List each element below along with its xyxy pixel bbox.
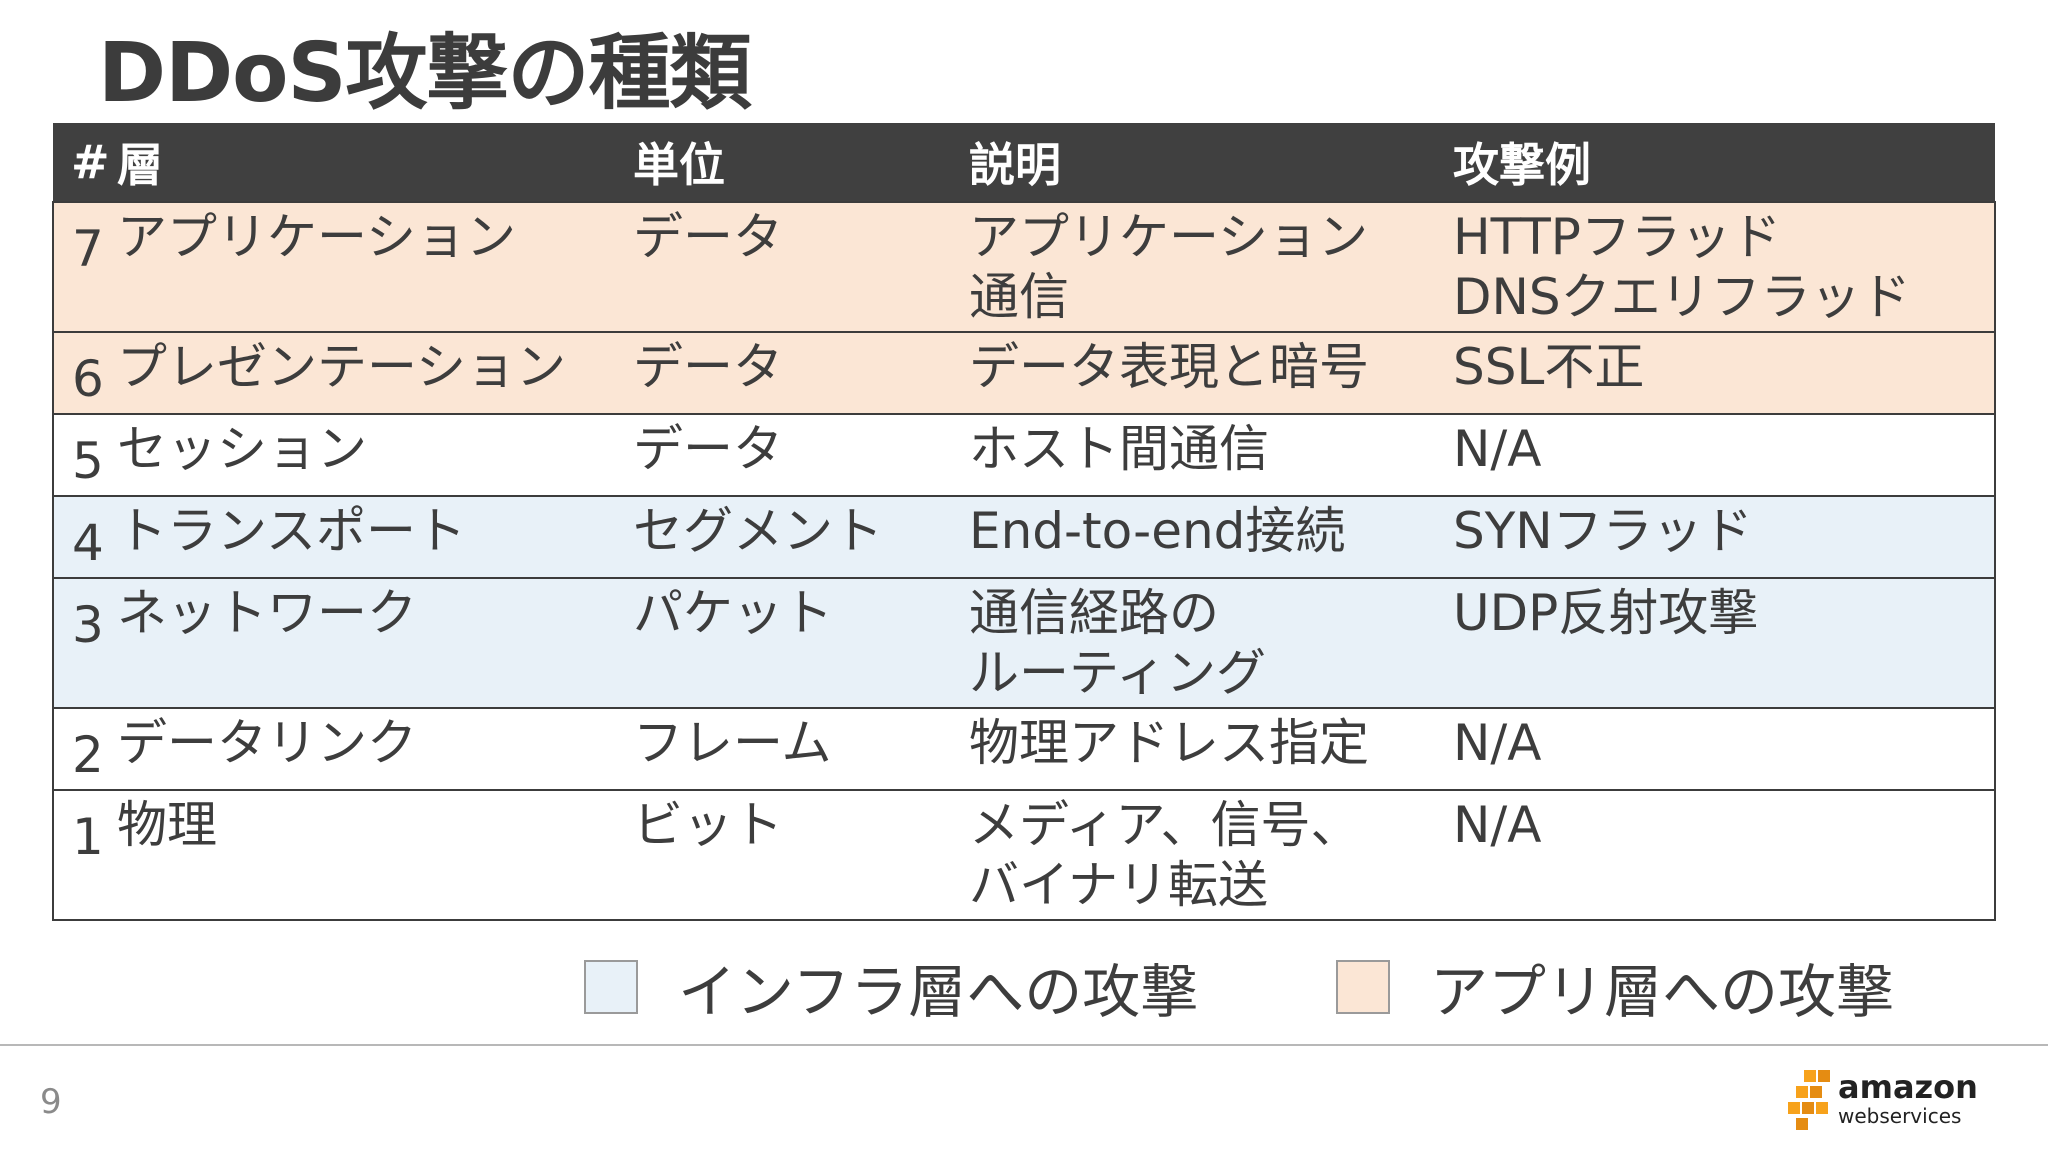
- table-row-layer-6: 6 プレゼンテーション データ データ表現と暗号 SSL不正: [52, 331, 1996, 414]
- row-example: SYNフラッド: [1435, 495, 1996, 578]
- aws-cubes-icon: [1788, 1070, 1830, 1130]
- row-layer: ネットワーク: [99, 577, 615, 708]
- footer-divider: [0, 1044, 2048, 1046]
- row-example: N/A: [1435, 413, 1996, 496]
- row-description: ホスト間通信: [951, 413, 1435, 496]
- row-unit: パケット: [615, 577, 951, 708]
- row-layer: トランスポート: [99, 495, 615, 578]
- legend-app-label: アプリ層への攻撃: [1430, 958, 1895, 1026]
- row-description: 物理アドレス指定: [951, 707, 1435, 790]
- row-layer: アプリケーション: [99, 201, 615, 332]
- legend-app: アプリ層への攻撃: [1336, 952, 1894, 1026]
- row-num: 5: [52, 413, 104, 496]
- row-description: データ表現と暗号: [951, 331, 1435, 414]
- row-num: 7: [52, 201, 104, 332]
- legend-app-swatch: [1336, 960, 1390, 1014]
- logo-text-amazon: amazon: [1838, 1068, 1978, 1106]
- row-example: HTTPフラッド DNSクエリフラッド: [1435, 201, 1996, 332]
- row-example: N/A: [1435, 707, 1996, 790]
- row-unit: データ: [615, 201, 951, 332]
- table-header-row: # 層 単位 説明 攻撃例: [53, 123, 1995, 202]
- row-num: 1: [52, 789, 104, 921]
- row-example: N/A: [1435, 789, 1996, 921]
- row-layer: プレゼンテーション: [99, 331, 615, 414]
- table-row-layer-5: 5 セッション データ ホスト間通信 N/A: [52, 413, 1996, 496]
- row-description: End-to-end接続: [951, 495, 1435, 578]
- row-example: UDP反射攻撃: [1435, 577, 1996, 708]
- row-unit: セグメント: [615, 495, 951, 578]
- header-num: #: [53, 123, 110, 202]
- legend-infra-swatch: [584, 960, 638, 1014]
- row-example: SSL不正: [1435, 331, 1996, 414]
- logo-text-webservices: webservices: [1838, 1104, 1962, 1128]
- page-number: 9: [40, 1082, 62, 1122]
- row-description: 通信経路の ルーティング: [951, 577, 1435, 708]
- header-example: 攻撃例: [1435, 123, 1995, 202]
- table-row-layer-7: 7 アプリケーション データ アプリケーション 通信 HTTPフラッド DNSクエリ…: [52, 201, 1996, 332]
- header-description: 説明: [951, 123, 1435, 202]
- row-num: 6: [52, 331, 104, 414]
- legend-infra: インフラ層への攻撃: [584, 952, 1198, 1026]
- row-num: 3: [52, 577, 104, 708]
- row-layer: データリンク: [99, 707, 615, 790]
- row-layer: セッション: [99, 413, 615, 496]
- row-unit: データ: [615, 331, 951, 414]
- row-num: 4: [52, 495, 104, 578]
- aws-logo: amazon webservices: [1786, 1068, 1978, 1132]
- row-unit: ビット: [615, 789, 951, 921]
- header-unit: 単位: [615, 123, 951, 202]
- slide-title: DDoS攻撃の種類: [98, 26, 752, 121]
- row-layer: 物理: [99, 789, 615, 921]
- header-layer: 層: [99, 123, 615, 202]
- osi-attack-table: # 層 単位 説明 攻撃例 7 アプリケーション データ アプリケーション 通信 …: [52, 123, 1996, 921]
- row-unit: データ: [615, 413, 951, 496]
- table-row-layer-4: 4 トランスポート セグメント End-to-end接続 SYNフラッド: [52, 495, 1996, 578]
- row-description: アプリケーション 通信: [951, 201, 1435, 332]
- row-unit: フレーム: [615, 707, 951, 790]
- row-description: メディア、信号、 バイナリ転送: [951, 789, 1435, 921]
- row-num: 2: [52, 707, 104, 790]
- legend-infra-label: インフラ層への攻撃: [678, 958, 1199, 1026]
- table-row-layer-3: 3 ネットワーク パケット 通信経路の ルーティング UDP反射攻撃: [52, 577, 1996, 708]
- table-row-layer-2: 2 データリンク フレーム 物理アドレス指定 N/A: [52, 707, 1996, 790]
- table-row-layer-1: 1 物理 ビット メディア、信号、 バイナリ転送 N/A: [52, 789, 1996, 921]
